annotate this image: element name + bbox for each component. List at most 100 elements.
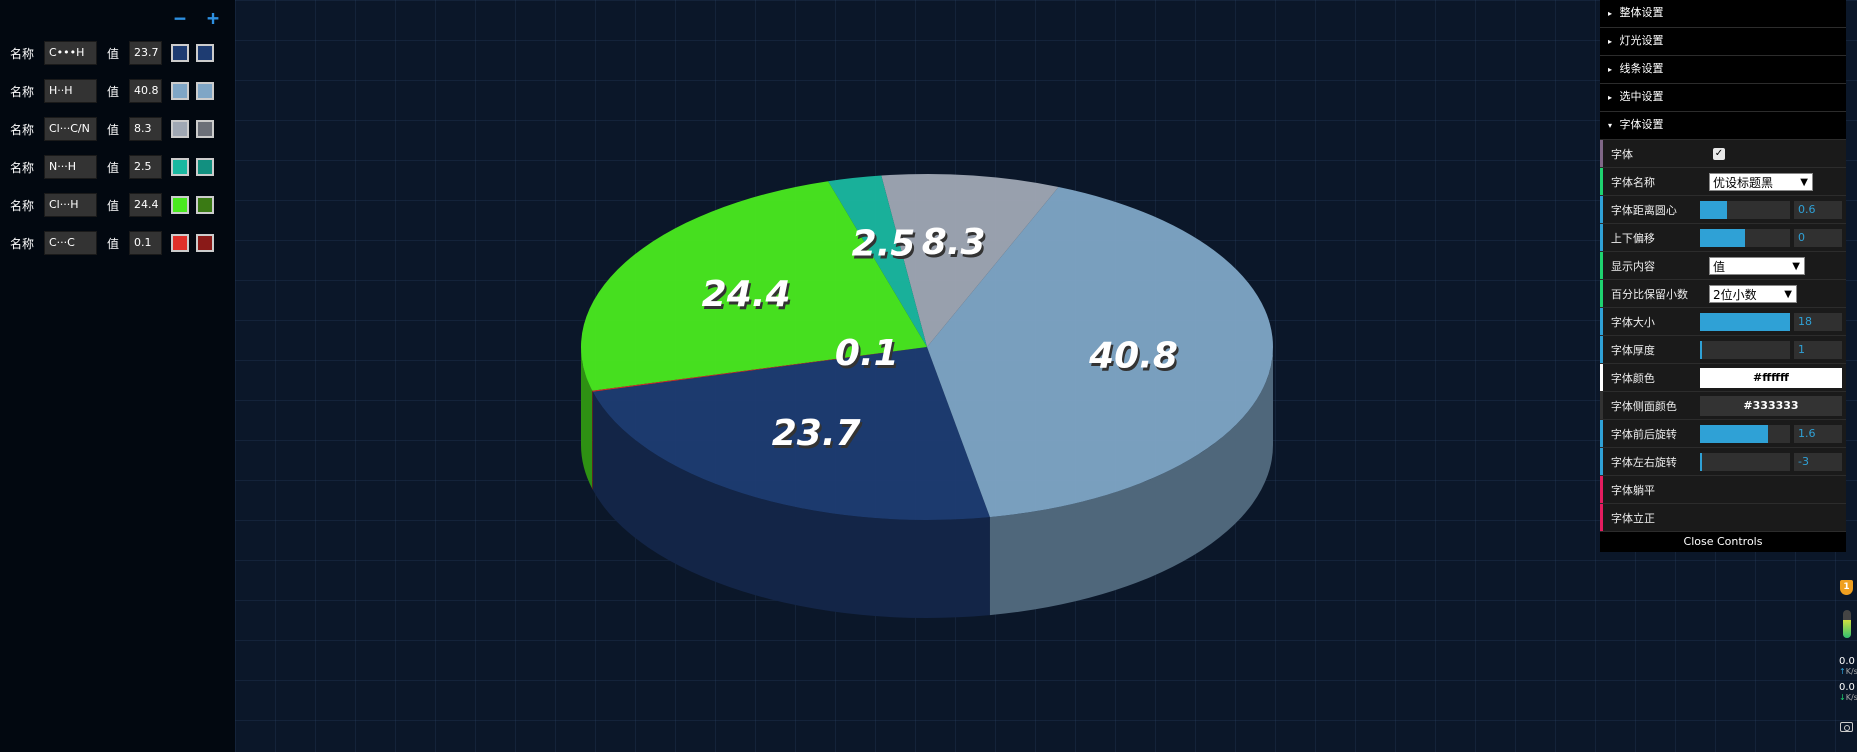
font-side-color-picker[interactable]: #333333 xyxy=(1700,395,1842,416)
folder-selection[interactable]: ▸ 选中设置 xyxy=(1600,84,1846,112)
pie-slice-3[interactable] xyxy=(828,175,927,347)
font-enable-checkbox[interactable]: ✓ xyxy=(1713,147,1725,160)
display-content-select[interactable]: 值 ▼ xyxy=(1709,256,1805,275)
name-input[interactable]: Cl···H xyxy=(44,193,97,217)
font-rotate-lr-control: 字体左右旋转 -3 xyxy=(1600,448,1846,476)
slider-fill xyxy=(1700,312,1790,331)
folder-font[interactable]: ▾ 字体设置 xyxy=(1600,112,1846,140)
slider-fill xyxy=(1700,228,1745,247)
top-color-swatch[interactable] xyxy=(171,196,189,214)
name-label: 名称 xyxy=(10,160,35,175)
font-rotate-fb-slider[interactable] xyxy=(1700,424,1790,443)
pie-slice-1[interactable] xyxy=(927,186,1273,518)
side-color-swatch[interactable] xyxy=(196,234,214,252)
chevron-down-icon: ▼ xyxy=(1800,176,1808,188)
value-input[interactable]: 8.3 xyxy=(129,117,162,141)
folder-lighting[interactable]: ▸ 灯光设置 xyxy=(1600,28,1846,56)
camera-icon[interactable] xyxy=(1840,722,1853,732)
vertical-offset-slider[interactable] xyxy=(1700,228,1790,247)
value-input[interactable]: 0.1 xyxy=(129,231,162,255)
font-name-select[interactable]: 优设标题黑 ▼ xyxy=(1709,172,1813,191)
data-label-shadow-0: 23.7 xyxy=(774,416,863,457)
font-thickness-input[interactable]: 1 xyxy=(1794,340,1842,359)
percent-decimals-value: 2位小数 xyxy=(1713,287,1757,302)
shield-icon[interactable]: 1 xyxy=(1840,580,1853,595)
chevron-down-icon: ▼ xyxy=(1784,288,1792,300)
vertical-offset-input[interactable]: 0 xyxy=(1794,228,1842,247)
side-color-swatch[interactable] xyxy=(196,44,214,62)
percent-decimals-select[interactable]: 2位小数 ▼ xyxy=(1709,284,1797,303)
font-name-control: 字体名称 优设标题黑 ▼ xyxy=(1600,168,1846,196)
name-label: 名称 xyxy=(10,84,35,99)
download-speed: 0.0 xyxy=(1839,682,1855,693)
pie-side-5[interactable] xyxy=(592,390,593,490)
download-unit-text: K/s xyxy=(1845,693,1857,702)
font-stand-up-control[interactable]: 字体立正 xyxy=(1600,504,1846,532)
upload-speed: 0.0 xyxy=(1839,656,1855,667)
top-color-swatch[interactable] xyxy=(171,120,189,138)
side-color-swatch[interactable] xyxy=(196,158,214,176)
name-input[interactable]: H··H xyxy=(44,79,97,103)
close-controls-button[interactable]: Close Controls xyxy=(1600,532,1846,552)
font-color-picker[interactable]: #ffffff xyxy=(1700,367,1842,388)
add-row-button[interactable]: + xyxy=(206,6,220,30)
side-color-swatch[interactable] xyxy=(196,196,214,214)
pie-side-1[interactable] xyxy=(989,347,1273,616)
name-label: 名称 xyxy=(10,198,35,213)
font-size-input[interactable]: 18 xyxy=(1794,312,1842,331)
value-input[interactable]: 24.4 xyxy=(129,193,162,217)
font-rotate-fb-input[interactable]: 1.6 xyxy=(1794,424,1842,443)
value-input[interactable]: 23.7 xyxy=(129,41,162,65)
font-distance-slider[interactable] xyxy=(1700,200,1790,219)
side-color-swatch[interactable] xyxy=(196,82,214,100)
percent-decimals-label: 百分比保留小数 xyxy=(1611,287,1688,301)
font-side-color-label: 字体侧面颜色 xyxy=(1610,399,1677,413)
font-side-color-control: 字体侧面颜色 #333333 xyxy=(1600,392,1846,420)
font-rotate-lr-slider[interactable] xyxy=(1700,452,1790,471)
name-input[interactable]: C•••H xyxy=(44,41,97,65)
name-input[interactable]: Cl···C/N xyxy=(44,117,97,141)
pie-slice-0[interactable] xyxy=(592,347,990,520)
remove-row-button[interactable]: − xyxy=(173,6,186,30)
font-enable-control: 字体 ✓ xyxy=(1600,140,1846,168)
folder-label: 选中设置 xyxy=(1619,90,1664,103)
top-color-swatch[interactable] xyxy=(171,44,189,62)
font-rotate-lr-input[interactable]: -3 xyxy=(1794,452,1842,471)
font-distance-input[interactable]: 0.6 xyxy=(1794,200,1842,219)
display-content-value: 值 xyxy=(1713,259,1726,274)
data-row: 名称 C•••H 值 23.7 xyxy=(10,40,214,66)
font-color-label: 字体颜色 xyxy=(1610,371,1655,385)
display-content-label: 显示内容 xyxy=(1611,259,1655,273)
data-label-text-5: 0.1 xyxy=(835,333,899,374)
pie-slice-4[interactable] xyxy=(580,181,927,391)
name-input[interactable]: N···H xyxy=(44,155,97,179)
pie-slice-2[interactable] xyxy=(881,174,1059,347)
pie-side-4[interactable] xyxy=(581,347,593,489)
arrow-up-icon: ↑ xyxy=(1839,667,1846,676)
font-thickness-slider[interactable] xyxy=(1700,340,1790,359)
pie-side-0[interactable] xyxy=(592,391,990,618)
top-color-swatch[interactable] xyxy=(171,158,189,176)
side-color-swatch[interactable] xyxy=(196,120,214,138)
editor-toolbar: − + xyxy=(162,6,223,30)
caret-right-icon: ▸ xyxy=(1608,37,1613,46)
value-label: 值 xyxy=(106,198,119,213)
top-color-swatch[interactable] xyxy=(171,234,189,252)
font-name-label: 字体名称 xyxy=(1611,175,1655,189)
font-lay-flat-control[interactable]: 字体躺平 xyxy=(1600,476,1846,504)
folder-overall[interactable]: ▸ 整体设置 xyxy=(1600,0,1846,28)
pie-slice-5[interactable] xyxy=(592,347,927,392)
font-size-slider[interactable] xyxy=(1700,312,1790,331)
name-label: 名称 xyxy=(10,236,35,251)
value-input[interactable]: 2.5 xyxy=(129,155,162,179)
name-input[interactable]: C···C xyxy=(44,231,97,255)
arrow-down-icon: ↓ xyxy=(1839,693,1846,702)
top-color-swatch[interactable] xyxy=(171,82,189,100)
data-label-shadow-5: 0.1 xyxy=(837,336,901,377)
value-label: 值 xyxy=(106,122,119,137)
folder-lines[interactable]: ▸ 线条设置 xyxy=(1600,56,1846,84)
chevron-down-icon: ▼ xyxy=(1792,260,1800,272)
value-input[interactable]: 40.8 xyxy=(129,79,162,103)
font-thickness-control: 字体厚度 1 xyxy=(1600,336,1846,364)
